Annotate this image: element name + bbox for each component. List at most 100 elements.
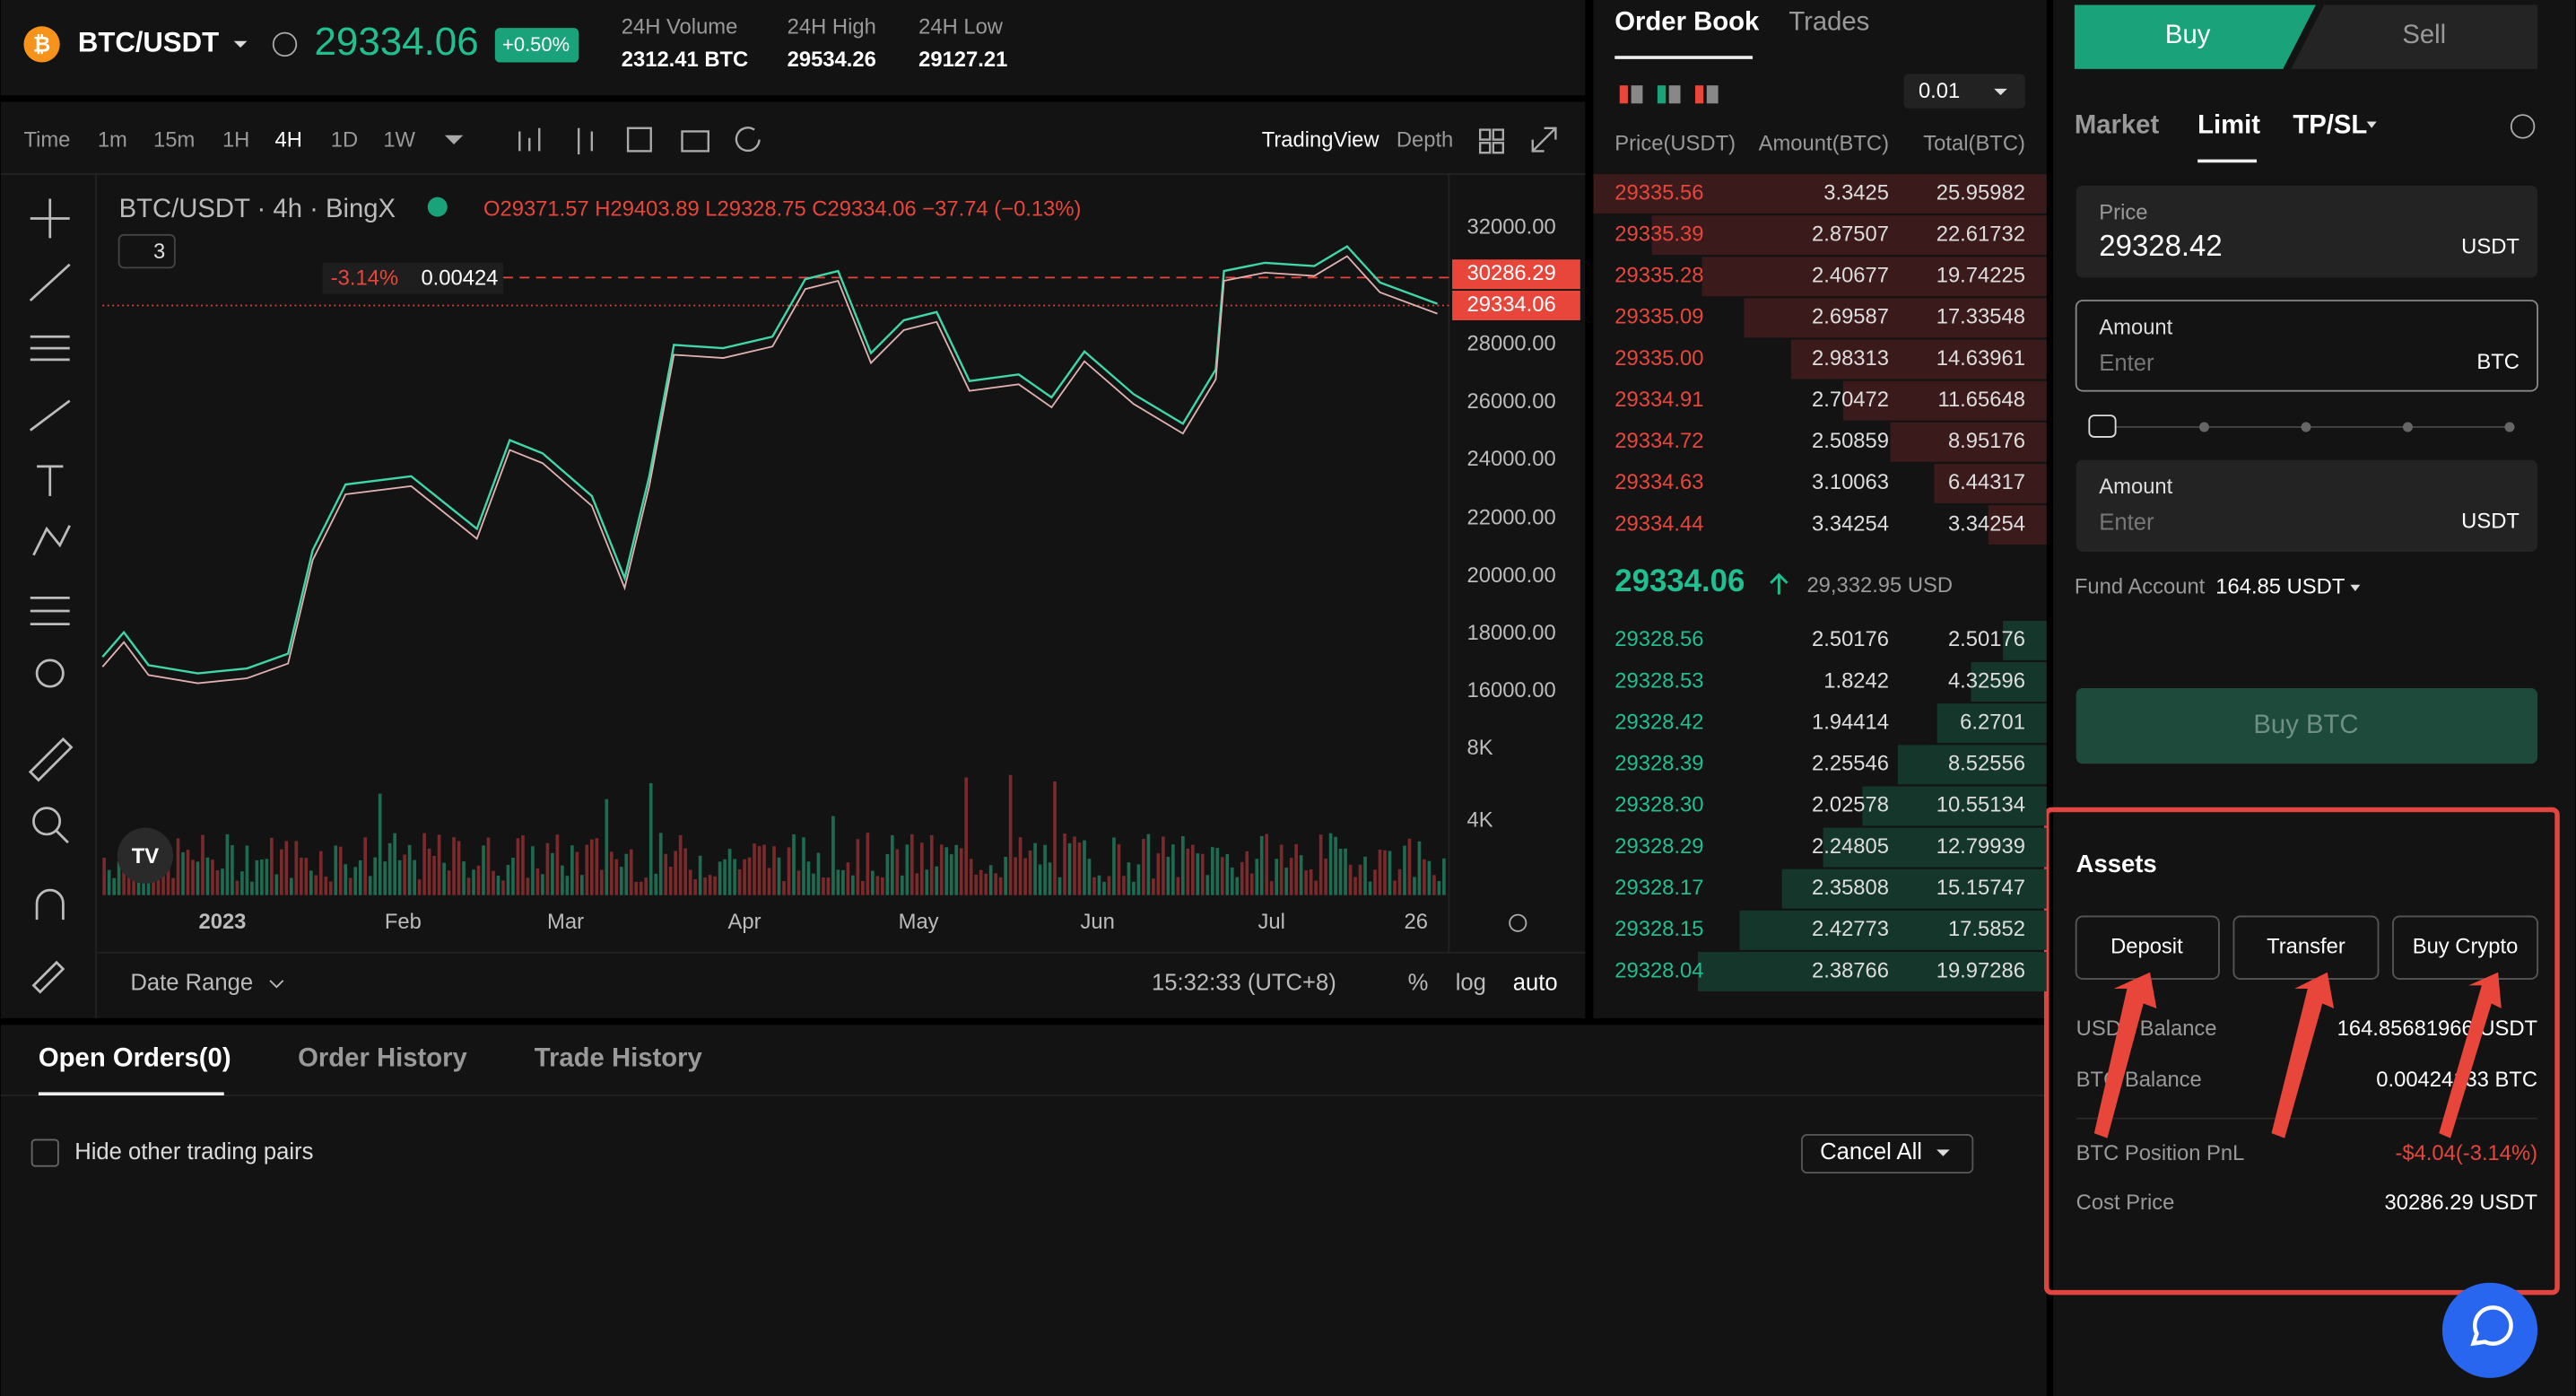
volume-bar <box>496 876 500 895</box>
stat-label: 24H High <box>788 14 876 39</box>
dropdown-caret[interactable] <box>269 980 284 989</box>
volume-bar <box>915 873 919 895</box>
volume-bar <box>1018 837 1023 895</box>
order-type[interactable]: TP/SL <box>2293 110 2367 140</box>
stat-value: 29127.21 <box>918 48 1007 72</box>
dropdown-caret[interactable] <box>1936 1149 1950 1156</box>
interval: Time <box>23 128 70 153</box>
cancel-all[interactable]: Cancel All <box>1820 1139 1922 1165</box>
volume-bar <box>1353 877 1357 895</box>
amount-input[interactable] <box>2075 300 2538 392</box>
volume-bar <box>1014 857 1017 895</box>
info-icon[interactable] <box>272 31 298 57</box>
book-view-toggle[interactable] <box>1706 85 1719 104</box>
book-amount: 2.02578 <box>1812 793 1889 817</box>
volume-bar <box>186 850 190 895</box>
book-view-toggle[interactable] <box>1619 85 1628 104</box>
price-input[interactable] <box>2076 185 2538 278</box>
volume-bar <box>191 859 195 895</box>
dropdown-caret[interactable] <box>2350 584 2361 592</box>
view-tab[interactable]: TradingView <box>1262 128 1380 153</box>
side-tab[interactable]: Buy <box>2165 20 2211 49</box>
book-total: 10.55134 <box>1936 793 2025 817</box>
date-range[interactable]: Date Range <box>130 970 253 995</box>
book-view-toggle[interactable] <box>1657 85 1667 104</box>
orders-tab[interactable]: Trade History <box>535 1043 703 1072</box>
interval[interactable]: 1W <box>383 128 415 153</box>
volume-bar <box>841 869 845 895</box>
book-price: 29335.09 <box>1614 305 1703 329</box>
chart-tools[interactable] <box>444 127 1557 155</box>
slider-stops[interactable] <box>2198 422 2515 432</box>
volume-bar <box>1220 857 1224 895</box>
view-tab[interactable]: Depth <box>1397 128 1453 153</box>
book-view-toggle[interactable] <box>1668 85 1681 104</box>
total-input[interactable] <box>2076 459 2538 553</box>
depth-bar <box>1842 380 2047 421</box>
book-price: 29335.56 <box>1614 180 1703 205</box>
price-axis-label: 20000.00 <box>1467 563 1556 588</box>
buy-tab[interactable] <box>2074 4 2316 69</box>
buy-button[interactable] <box>2076 688 2538 764</box>
book-price: 29334.91 <box>1614 388 1703 412</box>
indicator-toggle[interactable] <box>117 233 176 269</box>
asset-button-label[interactable]: Buy Crypto <box>2413 935 2519 959</box>
book-amount: 2.50176 <box>1812 627 1889 651</box>
dropdown-caret[interactable] <box>1994 88 2007 96</box>
scale-option[interactable]: % <box>1408 970 1429 995</box>
precision-select[interactable] <box>1903 74 2025 109</box>
volume-bar <box>1230 867 1234 895</box>
scale-option[interactable]: auto <box>1513 970 1558 995</box>
order-type[interactable]: Market <box>2075 110 2160 140</box>
pair[interactable]: BTC/USDT <box>78 27 219 58</box>
slider-thumb[interactable] <box>2088 414 2117 438</box>
transfer-button[interactable] <box>2232 915 2380 980</box>
depth-bar <box>1862 786 2047 826</box>
volume-bar <box>1378 849 1382 895</box>
book-view-toggle[interactable] <box>1694 85 1704 104</box>
volume-bar <box>304 858 309 895</box>
asset-button-label[interactable]: Transfer <box>2267 935 2345 959</box>
interval[interactable]: 4H <box>275 128 302 153</box>
dropdown-caret[interactable] <box>233 40 248 48</box>
info-icon[interactable] <box>2510 114 2536 139</box>
asset-value: 164.85681966 USDT <box>2337 1016 2537 1041</box>
asset-button-label[interactable]: Deposit <box>2110 935 2183 959</box>
volume-bar <box>1210 847 1214 895</box>
buy-crypto-button[interactable] <box>2392 915 2538 980</box>
volume-bar <box>373 857 378 895</box>
chat-button[interactable] <box>2441 1282 2538 1378</box>
volume-bar <box>235 880 239 895</box>
checkbox[interactable] <box>30 1139 59 1167</box>
book-tab[interactable]: Order Book <box>1614 6 1760 36</box>
interval[interactable]: 15m <box>153 128 195 153</box>
book-amount: 2.42773 <box>1812 917 1889 941</box>
interval[interactable]: 1D <box>331 128 358 153</box>
book-tab[interactable]: Trades <box>1788 6 1869 36</box>
interval[interactable]: 1m <box>98 128 127 153</box>
dropdown-caret[interactable] <box>2366 121 2377 128</box>
volume-bar <box>634 882 639 895</box>
orders-tab[interactable]: Order History <box>298 1043 467 1072</box>
depth-bar <box>1890 422 2047 462</box>
interval[interactable]: 1H <box>222 128 249 153</box>
side-tab[interactable]: Sell <box>2402 20 2446 49</box>
volume-bar <box>368 876 372 895</box>
order-type[interactable]: Limit <box>2197 110 2260 140</box>
chat-icon[interactable] <box>2470 1305 2513 1347</box>
drawing-tools[interactable] <box>28 198 74 994</box>
volume-bar <box>136 879 141 895</box>
book-amount: 1.8242 <box>1823 668 1889 693</box>
cancel-all-button[interactable] <box>1801 1134 1974 1174</box>
sell-tab[interactable] <box>2291 4 2538 69</box>
scale-option[interactable]: log <box>1456 970 1486 995</box>
orders-tab[interactable]: Open Orders(0) <box>39 1043 231 1072</box>
book-column: Price(USDT) <box>1614 131 1736 155</box>
settings-icon[interactable] <box>1509 913 1527 932</box>
book-view-toggle[interactable] <box>1631 85 1643 104</box>
book-price: 29334.72 <box>1614 429 1703 453</box>
volume-bar <box>1152 878 1155 895</box>
volume-bar <box>215 870 220 895</box>
fund-value[interactable]: 164.85 USDT <box>2215 575 2345 599</box>
coin-symbol: ₿ <box>33 33 50 57</box>
